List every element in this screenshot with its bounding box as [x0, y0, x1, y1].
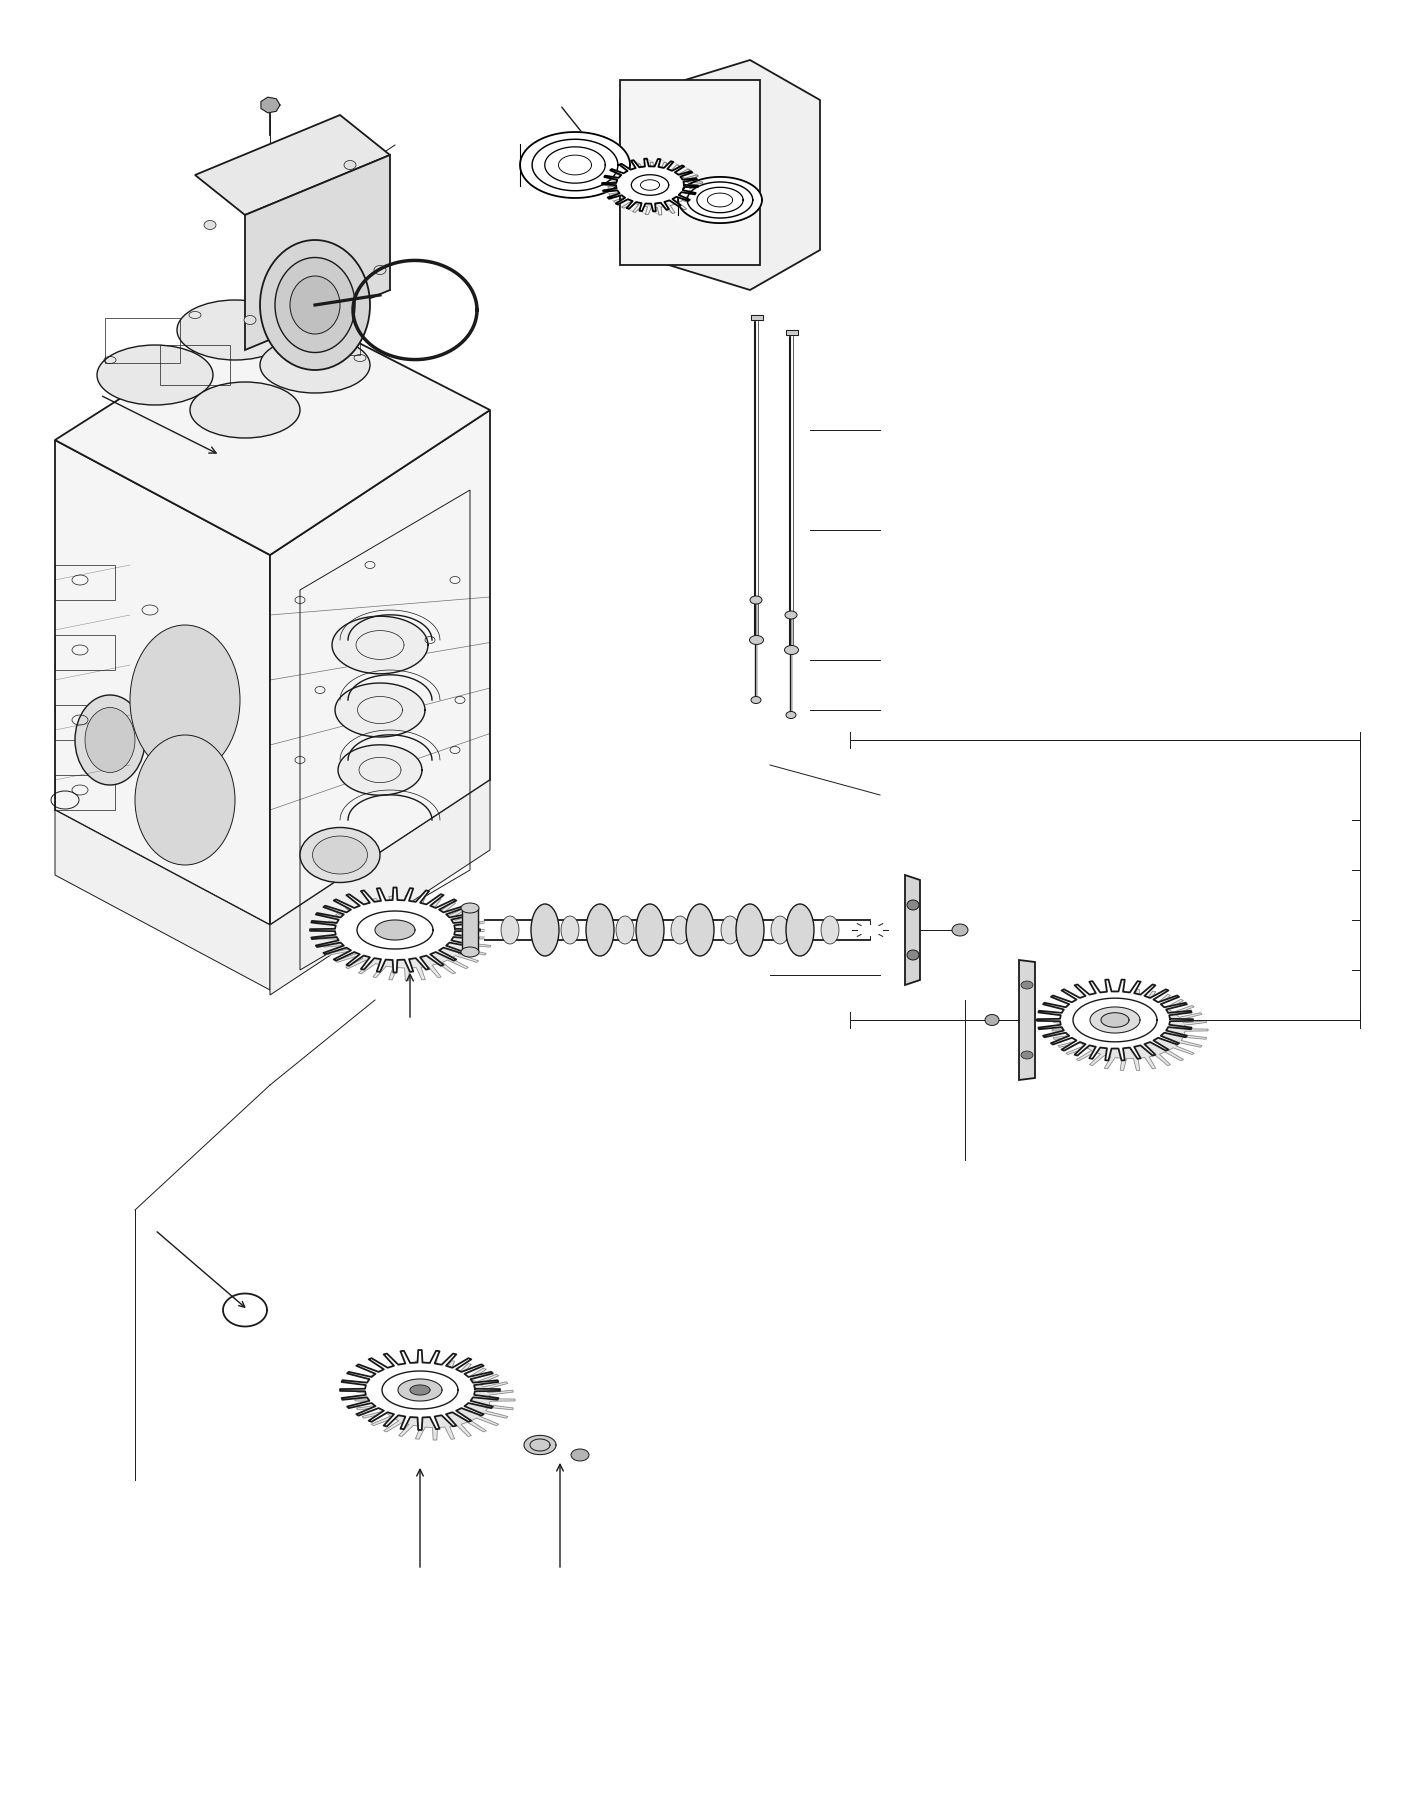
Ellipse shape	[290, 276, 340, 333]
Polygon shape	[1101, 1013, 1129, 1027]
Polygon shape	[1073, 999, 1157, 1042]
Polygon shape	[55, 810, 269, 990]
Ellipse shape	[530, 904, 558, 956]
Ellipse shape	[751, 696, 760, 703]
Ellipse shape	[260, 337, 370, 393]
Ellipse shape	[130, 626, 240, 775]
Polygon shape	[338, 744, 422, 794]
Polygon shape	[523, 1436, 556, 1454]
Polygon shape	[602, 158, 697, 212]
Polygon shape	[398, 1379, 442, 1400]
Ellipse shape	[636, 904, 664, 956]
Polygon shape	[462, 907, 478, 952]
Ellipse shape	[74, 696, 145, 785]
Ellipse shape	[135, 735, 234, 864]
Ellipse shape	[561, 916, 579, 943]
Polygon shape	[521, 133, 630, 197]
Polygon shape	[269, 780, 490, 995]
Polygon shape	[1037, 979, 1193, 1060]
Polygon shape	[678, 178, 762, 222]
Ellipse shape	[86, 708, 135, 773]
Ellipse shape	[344, 161, 356, 170]
Ellipse shape	[616, 916, 634, 943]
Polygon shape	[905, 875, 920, 984]
Ellipse shape	[501, 916, 519, 943]
Ellipse shape	[244, 316, 255, 325]
Polygon shape	[261, 97, 281, 113]
Polygon shape	[246, 154, 390, 350]
Polygon shape	[751, 316, 763, 319]
Ellipse shape	[985, 1015, 999, 1026]
Ellipse shape	[275, 258, 355, 353]
Polygon shape	[375, 920, 415, 940]
Polygon shape	[620, 59, 819, 290]
Polygon shape	[355, 1361, 515, 1440]
Ellipse shape	[375, 265, 386, 274]
Polygon shape	[544, 147, 605, 183]
Polygon shape	[697, 186, 744, 213]
Ellipse shape	[313, 836, 368, 873]
Polygon shape	[323, 895, 492, 981]
Ellipse shape	[786, 904, 814, 956]
Polygon shape	[631, 174, 669, 195]
Ellipse shape	[260, 240, 370, 369]
Ellipse shape	[686, 904, 714, 956]
Polygon shape	[1019, 959, 1035, 1079]
Ellipse shape	[821, 916, 839, 943]
Ellipse shape	[189, 382, 300, 437]
Polygon shape	[410, 1384, 429, 1395]
Ellipse shape	[571, 1449, 589, 1461]
Polygon shape	[786, 330, 798, 335]
Ellipse shape	[751, 595, 762, 604]
Ellipse shape	[177, 299, 293, 360]
Polygon shape	[641, 179, 659, 190]
Polygon shape	[195, 115, 390, 215]
Ellipse shape	[1021, 1051, 1033, 1060]
Polygon shape	[485, 920, 870, 940]
Ellipse shape	[906, 950, 919, 959]
Ellipse shape	[462, 947, 478, 957]
Polygon shape	[356, 911, 434, 948]
Ellipse shape	[749, 635, 763, 644]
Ellipse shape	[906, 900, 919, 911]
Polygon shape	[558, 156, 592, 176]
Polygon shape	[333, 617, 428, 674]
Polygon shape	[1090, 1008, 1141, 1033]
Polygon shape	[310, 888, 480, 972]
Ellipse shape	[462, 904, 478, 913]
Ellipse shape	[737, 904, 765, 956]
Ellipse shape	[786, 712, 796, 719]
Polygon shape	[340, 1350, 499, 1431]
Polygon shape	[687, 181, 753, 219]
Ellipse shape	[586, 904, 615, 956]
Ellipse shape	[671, 916, 689, 943]
Ellipse shape	[772, 916, 788, 943]
Ellipse shape	[203, 221, 216, 230]
Polygon shape	[620, 81, 760, 265]
Polygon shape	[55, 299, 490, 556]
Polygon shape	[530, 1440, 550, 1451]
Ellipse shape	[786, 611, 797, 619]
Polygon shape	[1052, 990, 1208, 1070]
Ellipse shape	[784, 645, 798, 654]
Ellipse shape	[721, 916, 739, 943]
Ellipse shape	[953, 923, 968, 936]
Polygon shape	[269, 411, 490, 925]
Polygon shape	[335, 683, 425, 737]
Ellipse shape	[1021, 981, 1033, 990]
Ellipse shape	[97, 344, 213, 405]
Polygon shape	[382, 1372, 457, 1409]
Ellipse shape	[300, 828, 380, 882]
Polygon shape	[532, 140, 617, 190]
Polygon shape	[707, 194, 732, 206]
Polygon shape	[55, 439, 269, 925]
